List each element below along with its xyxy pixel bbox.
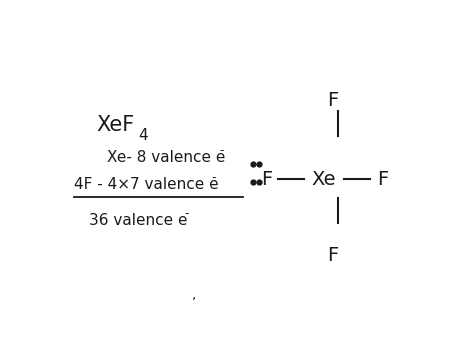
Text: 36 valence e: 36 valence e <box>89 213 187 228</box>
Text: XeF: XeF <box>96 115 134 135</box>
Text: Xe: Xe <box>311 170 336 189</box>
Text: F: F <box>377 170 388 189</box>
Text: ,: , <box>191 287 196 301</box>
Text: F: F <box>328 91 338 109</box>
Text: -: - <box>212 171 216 184</box>
Text: 4F - 4×7 valence e: 4F - 4×7 valence e <box>74 177 219 192</box>
Text: F: F <box>261 170 273 189</box>
Text: 4: 4 <box>138 128 148 143</box>
Text: Xe- 8 valence e: Xe- 8 valence e <box>107 150 225 165</box>
Text: F: F <box>328 246 338 265</box>
Text: -: - <box>184 207 189 220</box>
Text: -: - <box>219 144 224 157</box>
